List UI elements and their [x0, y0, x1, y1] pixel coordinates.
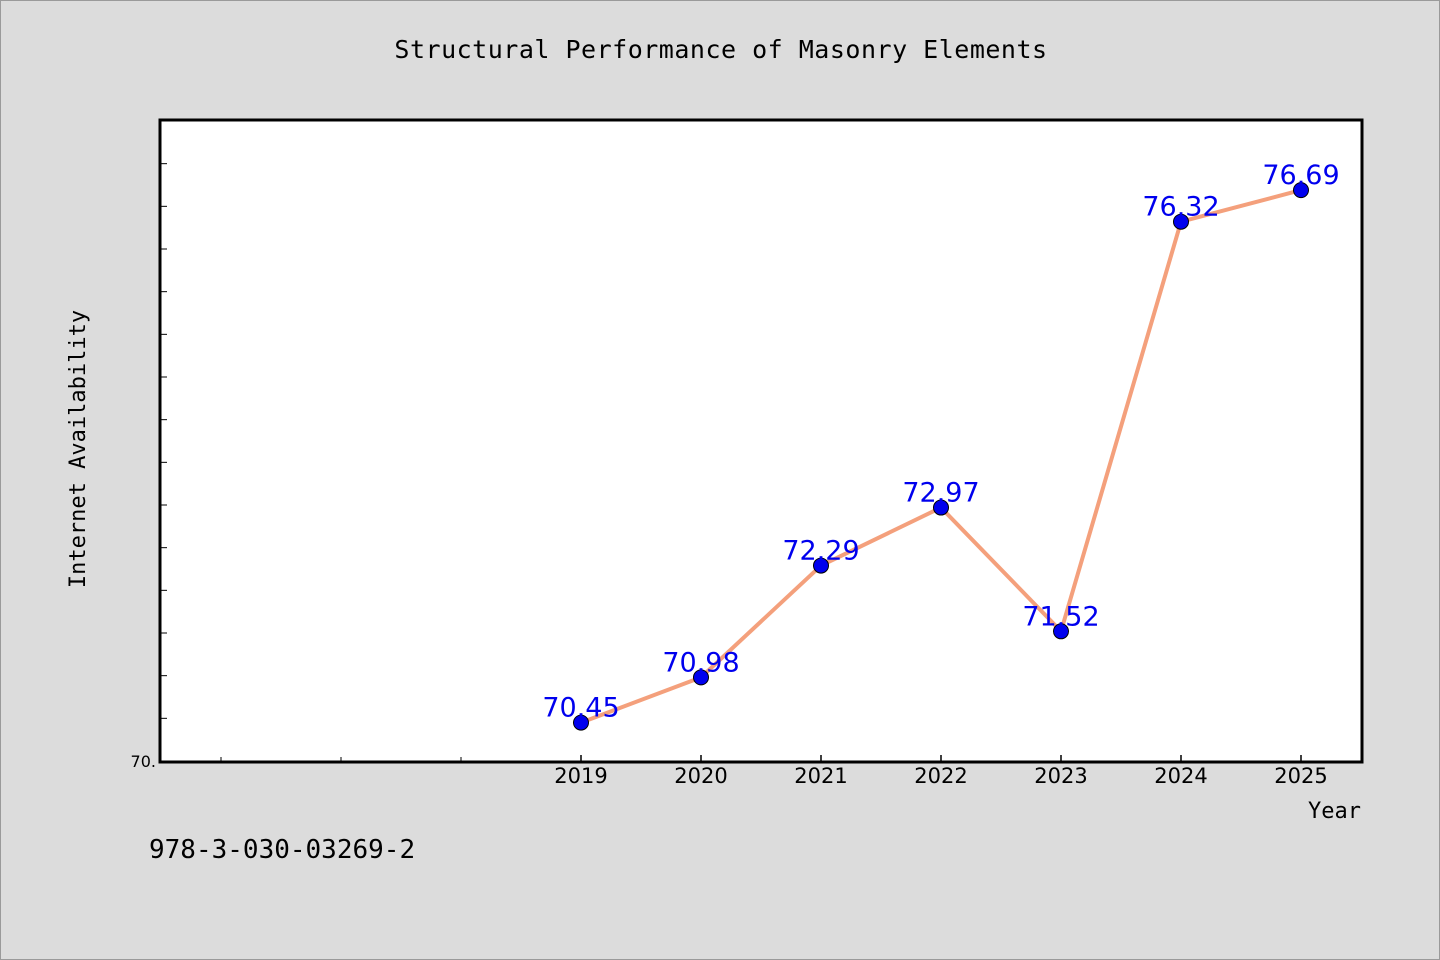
- series-markers: [573, 182, 1309, 731]
- data-label: 76.69: [1262, 160, 1339, 191]
- footer-identifier: 978-3-030-03269-2: [149, 835, 416, 865]
- data-point: [573, 714, 589, 731]
- y-axis-ticks: [161, 120, 167, 719]
- data-point: [1173, 213, 1189, 230]
- data-label: 70.45: [542, 693, 619, 724]
- data-labels: 70.45 70.98 72.29 72.97 71.52 76.32 76.69: [542, 160, 1339, 723]
- x-tick-label: 2023: [1034, 764, 1087, 788]
- x-tick-label: 2020: [674, 764, 727, 788]
- x-axis-tick-labels: 2019 2020 2021 2022 2023 2024 2025: [554, 764, 1327, 788]
- x-axis-minor-ticks: [220, 755, 1302, 761]
- x-axis-label: Year: [1308, 799, 1361, 824]
- data-label: 72.29: [782, 536, 859, 567]
- x-tick-label: 2019: [554, 764, 607, 788]
- x-tick-label: 2025: [1274, 764, 1327, 788]
- data-point: [693, 669, 709, 686]
- data-label: 70.98: [662, 647, 739, 678]
- y-axis-tick-labels: 70.: [131, 752, 156, 771]
- data-point: [813, 557, 829, 574]
- data-point: [1053, 623, 1069, 640]
- chart-title: Structural Performance of Masonry Elemen…: [394, 35, 1048, 64]
- y-tick-label: 70.: [131, 752, 156, 771]
- plot-area: [158, 118, 1364, 764]
- data-label: 76.32: [1142, 192, 1219, 223]
- data-label: 72.97: [902, 478, 979, 509]
- y-axis-label: Internet Availability: [66, 310, 91, 588]
- data-point: [1293, 182, 1309, 199]
- data-label: 71.52: [1022, 601, 1099, 632]
- data-point: [933, 499, 949, 516]
- x-tick-label: 2024: [1154, 764, 1207, 788]
- x-tick-label: 2022: [914, 764, 967, 788]
- x-tick-label: 2021: [794, 764, 847, 788]
